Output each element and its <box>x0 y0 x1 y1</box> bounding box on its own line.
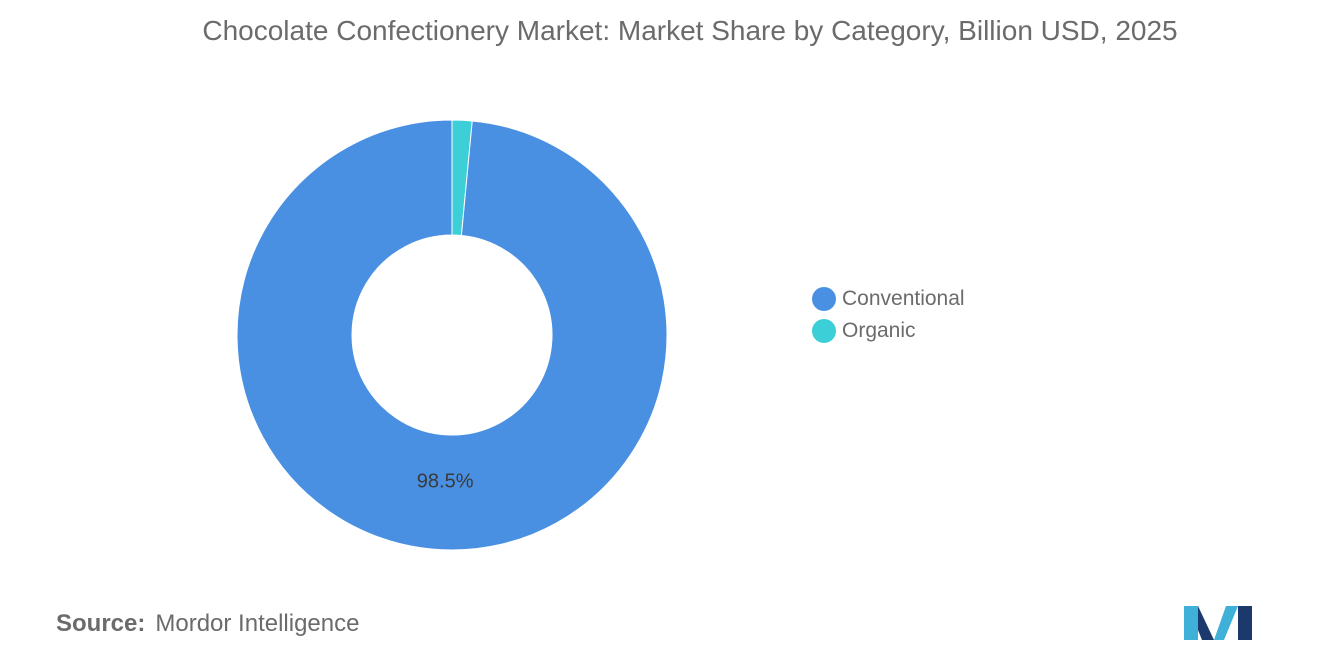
logo-shape-left <box>1184 606 1198 640</box>
chart-legend: Conventional Organic <box>812 283 965 347</box>
logo-shape-mid <box>1198 606 1214 640</box>
source-label: Source: <box>56 610 146 637</box>
legend-swatch-organic <box>812 319 836 343</box>
legend-item-conventional: Conventional <box>812 283 965 315</box>
donut-slice-conventional <box>236 119 668 551</box>
source-line: Source: Mordor Intelligence <box>56 610 359 638</box>
legend-label-organic: Organic <box>842 319 916 342</box>
data-label-conventional: 98.5% <box>417 470 474 492</box>
legend-item-organic: Organic <box>812 315 965 347</box>
logo-shape-right <box>1238 606 1252 640</box>
chart-title: Chocolate Confectionery Market: Market S… <box>202 15 1178 46</box>
logo-shape-mid2 <box>1214 606 1238 640</box>
source-value: Mordor Intelligence <box>155 610 360 637</box>
legend-swatch-conventional <box>812 287 836 311</box>
legend-label-conventional: Conventional <box>842 287 965 310</box>
mordor-intelligence-logo-icon <box>1184 606 1252 640</box>
